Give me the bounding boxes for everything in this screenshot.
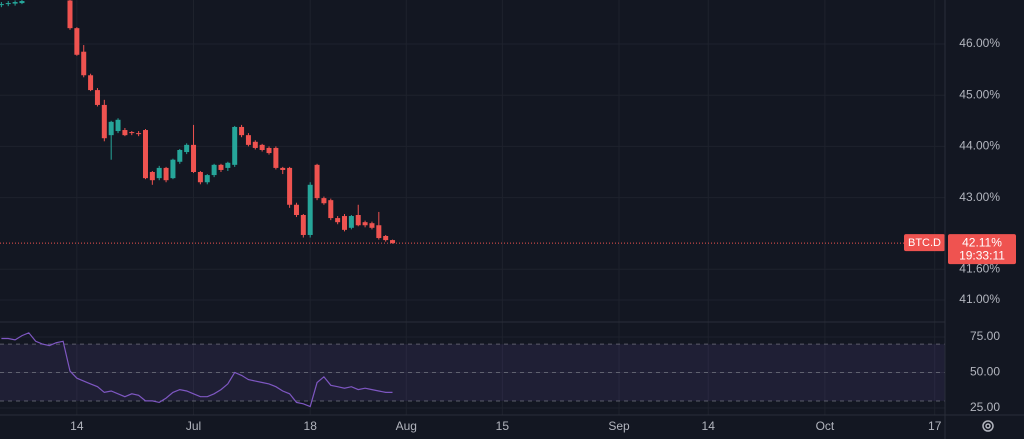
candle-body — [259, 144, 265, 150]
candle-body — [74, 28, 80, 55]
candle-body — [232, 126, 238, 165]
x-tick-label: Jul — [186, 419, 201, 433]
y-tick-label: 25.00 — [970, 400, 1000, 414]
candle-body — [19, 1, 25, 4]
candle-body — [348, 216, 354, 228]
candle-body — [307, 184, 313, 235]
candle-body — [383, 235, 389, 241]
candle-body — [0, 4, 4, 6]
rsi-line — [1, 332, 393, 408]
x-tick-label: 18 — [304, 419, 318, 433]
candle-body — [81, 51, 87, 76]
candle-body — [280, 167, 286, 170]
x-tick-label: 14 — [702, 419, 716, 433]
candle-body — [170, 159, 176, 179]
candle-body — [149, 172, 155, 181]
candle-body — [177, 149, 183, 162]
candle-body — [245, 135, 251, 145]
candle-body — [88, 75, 94, 91]
candle-body — [390, 240, 396, 244]
symbol-label: BTC.D — [908, 237, 941, 249]
y-tick-label: 41.00% — [959, 292, 1000, 306]
candle-body — [225, 162, 231, 168]
candle-body — [12, 2, 18, 4]
candle-body — [239, 126, 245, 136]
candle-body — [136, 133, 142, 135]
y-tick-label: 44.00% — [959, 139, 1000, 153]
candle-body — [142, 130, 148, 179]
candle-body — [287, 167, 293, 205]
candle-body — [115, 119, 121, 132]
candle-body — [328, 200, 334, 219]
candle-body — [266, 147, 272, 154]
symbol-tag — [904, 234, 945, 252]
candle-body — [314, 164, 320, 199]
candle-body — [101, 104, 107, 139]
y-tick-label: 41.60% — [959, 261, 1000, 275]
candle-body — [5, 3, 11, 5]
candle-body — [335, 218, 341, 223]
price-label: 42.11% — [962, 235, 1002, 249]
price-tag — [948, 234, 1016, 265]
x-tick-label: Oct — [816, 419, 835, 433]
x-tick-label: 17 — [928, 419, 942, 433]
candle-body — [273, 147, 279, 168]
candle-body — [94, 90, 100, 105]
candle-body — [342, 216, 348, 230]
candle-body — [252, 141, 258, 148]
candle-body — [218, 164, 224, 170]
y-tick-label: 45.00% — [959, 87, 1000, 101]
candle-body — [204, 175, 210, 183]
candle-body — [321, 198, 327, 204]
y-tick-label: 50.00 — [970, 365, 1000, 379]
y-tick-label: 43.00% — [959, 190, 1000, 204]
candle-body — [293, 204, 299, 216]
candle-body — [163, 167, 169, 181]
candle-body — [122, 130, 128, 136]
candle-body — [108, 121, 114, 136]
candle-body — [156, 167, 162, 179]
candle-body — [355, 215, 361, 226]
candle-body — [184, 144, 190, 153]
candle-body — [369, 223, 375, 228]
settings-icon[interactable] — [982, 420, 994, 432]
countdown-label: 19:33:11 — [959, 248, 1005, 262]
y-tick-label: 46.00% — [959, 36, 1000, 50]
candle-body — [362, 222, 368, 226]
candle-body — [67, 0, 73, 29]
x-tick-label: Aug — [396, 419, 417, 433]
candle-body — [191, 144, 197, 173]
candle-body — [376, 225, 382, 239]
x-tick-label: 15 — [496, 419, 510, 433]
candle-body — [300, 215, 306, 235]
y-tick-label: 75.00 — [970, 329, 1000, 343]
candle-body — [211, 164, 217, 176]
candle-body — [129, 132, 135, 134]
candle-body — [197, 172, 203, 183]
x-tick-label: 14 — [70, 419, 84, 433]
x-tick-label: Sep — [608, 419, 630, 433]
